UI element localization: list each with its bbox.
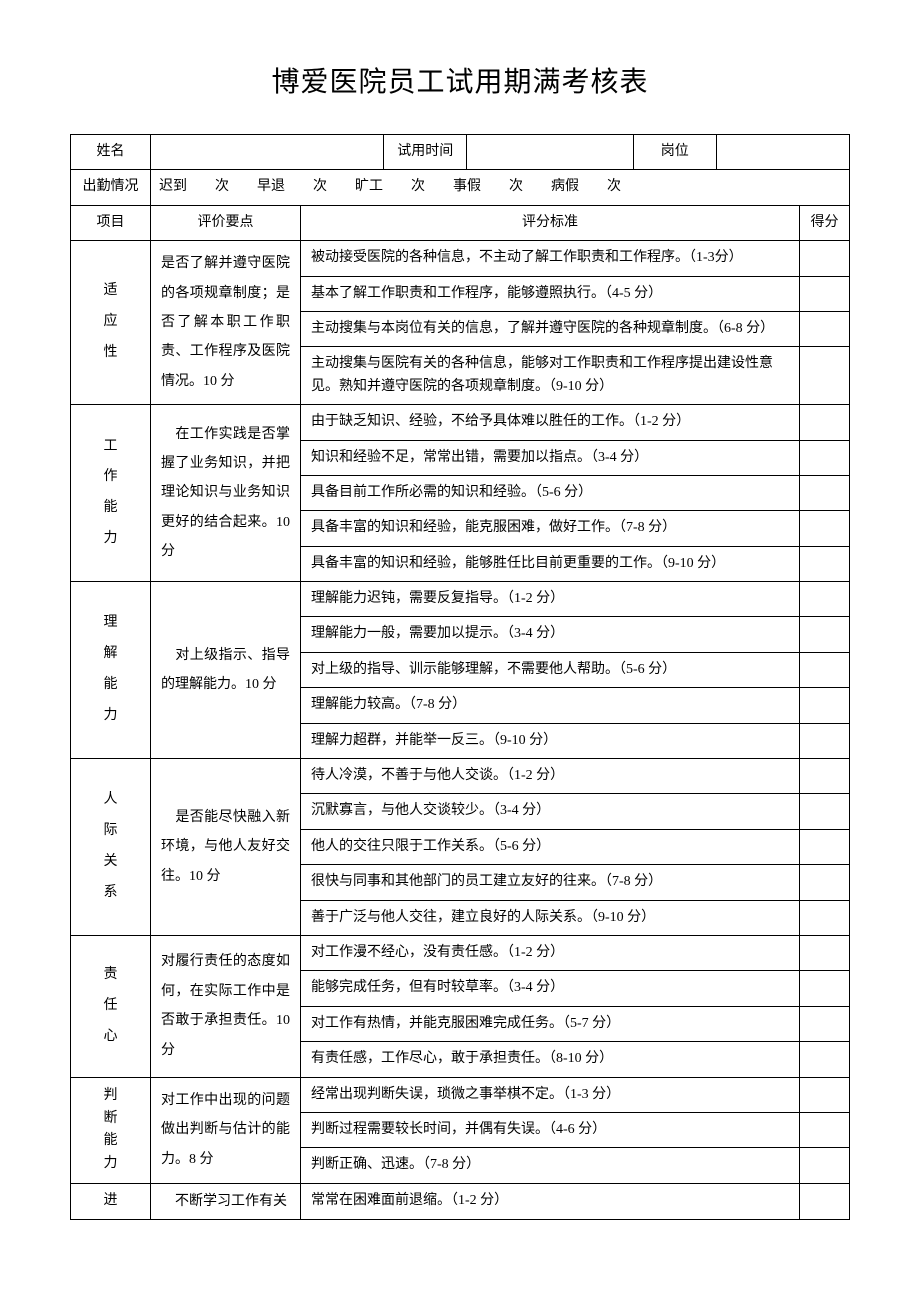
criteria-cell: 理解能力较高。（7-8 分） xyxy=(301,688,800,723)
criteria-cell: 具备丰富的知识和经验，能够胜任比目前更重要的工作。（9-10 分） xyxy=(301,546,800,581)
criteria-cell: 主动搜集与医院有关的各种信息，能够对工作职责和工作程序提出建设性意见。熟知并遵守… xyxy=(301,347,800,405)
score-cell xyxy=(800,440,850,475)
criteria-cell: 待人冷漠，不善于与他人交谈。（1-2 分） xyxy=(301,759,800,794)
position-value xyxy=(716,135,849,170)
score-cell xyxy=(800,311,850,346)
section-eval: 在工作实践是否掌握了业务知识，并把理论知识与业务知识更好的结合起来。10 分 xyxy=(151,405,301,582)
score-cell xyxy=(800,582,850,617)
attendance-label: 出勤情况 xyxy=(71,170,151,205)
score-cell xyxy=(800,1148,850,1183)
section-eval: 是否了解并遵守医院的各项规章制度；是否了解本职工作职责、工作程序及医院情况。10… xyxy=(151,241,301,405)
criteria-cell: 沉默寡言，与他人交谈较少。（3-4 分） xyxy=(301,794,800,829)
col-score-label: 得分 xyxy=(800,205,850,240)
position-label: 岗位 xyxy=(633,135,716,170)
criteria-cell: 对工作漫不经心，没有责任感。（1-2 分） xyxy=(301,935,800,970)
section-eval: 不断学习工作有关 xyxy=(151,1183,301,1220)
criteria-cell: 由于缺乏知识、经验，不给予具体难以胜任的工作。（1-2 分） xyxy=(301,405,800,440)
score-cell xyxy=(800,347,850,405)
criteria-cell: 理解能力一般，需要加以提示。（3-4 分） xyxy=(301,617,800,652)
section-eval: 对上级指示、指导的理解能力。10 分 xyxy=(151,582,301,759)
criteria-cell: 理解力超群，并能举一反三。（9-10 分） xyxy=(301,723,800,758)
score-cell xyxy=(800,1006,850,1041)
score-cell xyxy=(800,900,850,935)
criteria-cell: 主动搜集与本岗位有关的信息，了解并遵守医院的各种规章制度。（6-8 分） xyxy=(301,311,800,346)
criteria-cell: 判断正确、迅速。（7-8 分） xyxy=(301,1148,800,1183)
section-name: 人际关系 xyxy=(71,759,151,936)
section-name: 工作能力 xyxy=(71,405,151,582)
score-cell xyxy=(800,688,850,723)
criteria-cell: 具备丰富的知识和经验，能克服困难，做好工作。（7-8 分） xyxy=(301,511,800,546)
criteria-cell: 判断过程需要较长时间，并偶有失误。（4-6 分） xyxy=(301,1112,800,1147)
score-cell xyxy=(800,617,850,652)
score-cell xyxy=(800,475,850,510)
score-cell xyxy=(800,1077,850,1112)
criteria-cell: 基本了解工作职责和工作程序，能够遵照执行。（4-5 分） xyxy=(301,276,800,311)
score-cell xyxy=(800,546,850,581)
section-name: 判断能力 xyxy=(71,1077,151,1183)
col-item-label: 项目 xyxy=(71,205,151,240)
criteria-cell: 知识和经验不足，常常出错，需要加以指点。（3-4 分） xyxy=(301,440,800,475)
criteria-cell: 经常出现判断失误，琐微之事举棋不定。（1-3 分） xyxy=(301,1077,800,1112)
criteria-cell: 对工作有热情，并能克服困难完成任务。（5-7 分） xyxy=(301,1006,800,1041)
trial-label: 试用时间 xyxy=(384,135,467,170)
criteria-cell: 具备目前工作所必需的知识和经验。（5-6 分） xyxy=(301,475,800,510)
criteria-cell: 善于广泛与他人交往，建立良好的人际关系。（9-10 分） xyxy=(301,900,800,935)
criteria-cell: 被动接受医院的各种信息，不主动了解工作职责和工作程序。（1-3分） xyxy=(301,241,800,276)
name-value xyxy=(151,135,384,170)
col-criteria-label: 评分标准 xyxy=(301,205,800,240)
score-cell xyxy=(800,865,850,900)
criteria-cell: 常常在困难面前退缩。（1-2 分） xyxy=(301,1183,800,1220)
section-eval: 是否能尽快融入新环境，与他人友好交往。10 分 xyxy=(151,759,301,936)
criteria-cell: 很快与同事和其他部门的员工建立友好的往来。（7-8 分） xyxy=(301,865,800,900)
section-name: 理解能力 xyxy=(71,582,151,759)
score-cell xyxy=(800,971,850,1006)
page-title: 博爱医院员工试用期满考核表 xyxy=(70,60,850,100)
criteria-cell: 他人的交往只限于工作关系。（5-6 分） xyxy=(301,829,800,864)
score-cell xyxy=(800,652,850,687)
attendance-text: 迟到 次 早退 次 旷工 次 事假 次 病假 次 xyxy=(151,170,850,205)
evaluation-table: 姓名 试用时间 岗位 出勤情况 迟到 次 早退 次 旷工 次 事假 次 病假 次… xyxy=(70,134,850,1220)
name-label: 姓名 xyxy=(71,135,151,170)
score-cell xyxy=(800,935,850,970)
score-cell xyxy=(800,723,850,758)
section-name: 适应性 xyxy=(71,241,151,405)
trial-value xyxy=(467,135,633,170)
score-cell xyxy=(800,276,850,311)
score-cell xyxy=(800,1042,850,1077)
section-name: 责任心 xyxy=(71,935,151,1077)
criteria-cell: 理解能力迟钝，需要反复指导。（1-2 分） xyxy=(301,582,800,617)
criteria-cell: 有责任感，工作尽心，敢于承担责任。（8-10 分） xyxy=(301,1042,800,1077)
col-eval-label: 评价要点 xyxy=(151,205,301,240)
score-cell xyxy=(800,241,850,276)
section-eval: 对工作中出现的问题做出判断与估计的能力。8 分 xyxy=(151,1077,301,1183)
score-cell xyxy=(800,1112,850,1147)
score-cell xyxy=(800,794,850,829)
score-cell xyxy=(800,1183,850,1220)
score-cell xyxy=(800,511,850,546)
score-cell xyxy=(800,405,850,440)
criteria-cell: 对上级的指导、训示能够理解，不需要他人帮助。（5-6 分） xyxy=(301,652,800,687)
criteria-cell: 能够完成任务，但有时较草率。（3-4 分） xyxy=(301,971,800,1006)
section-name: 进 xyxy=(71,1183,151,1220)
score-cell xyxy=(800,829,850,864)
section-eval: 对履行责任的态度如何，在实际工作中是否敢于承担责任。10 分 xyxy=(151,935,301,1077)
score-cell xyxy=(800,759,850,794)
